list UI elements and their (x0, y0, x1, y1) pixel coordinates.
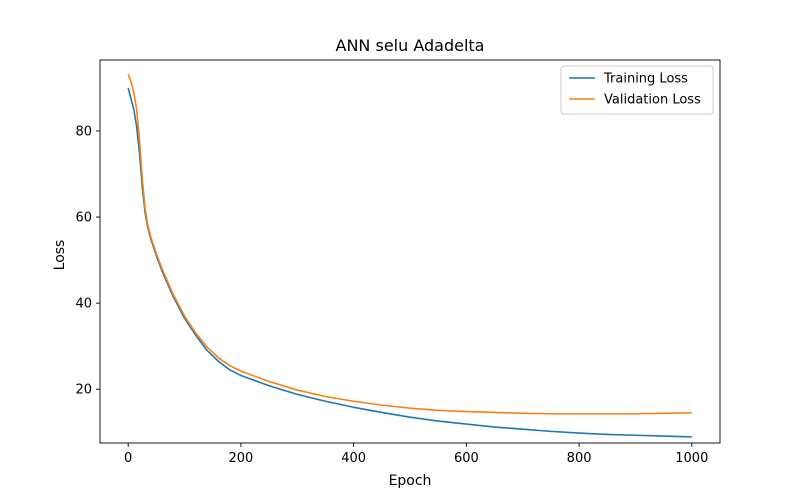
chart-title: ANN selu Adadelta (336, 36, 485, 55)
x-tick-label: 400 (341, 451, 366, 466)
legend-label-validation-loss: Validation Loss (604, 93, 701, 108)
x-tick-label: 600 (454, 451, 479, 466)
y-tick-label: 20 (75, 383, 92, 398)
y-axis-ticks: 20 40 60 80 (75, 125, 100, 398)
legend: Training Loss Validation Loss (560, 65, 714, 115)
x-tick-label: 200 (228, 451, 253, 466)
x-tick-label: 800 (567, 451, 592, 466)
series-line-validation-loss (127, 73, 692, 415)
plot-area (99, 59, 721, 444)
series-layer (127, 73, 692, 438)
x-axis-label: Epoch (389, 473, 432, 489)
x-tick-label: 0 (124, 451, 132, 466)
plot-frame (99, 59, 721, 444)
y-axis-label: Loss (52, 240, 68, 271)
y-tick-label: 60 (75, 211, 92, 226)
legend-label-training-loss: Training Loss (603, 72, 688, 87)
x-tick-label: 1000 (675, 451, 708, 466)
y-tick-label: 40 (75, 297, 92, 312)
y-tick-label: 80 (75, 125, 92, 140)
legend-box (560, 65, 714, 115)
x-axis-ticks: 0 200 400 600 800 1000 (124, 443, 708, 466)
